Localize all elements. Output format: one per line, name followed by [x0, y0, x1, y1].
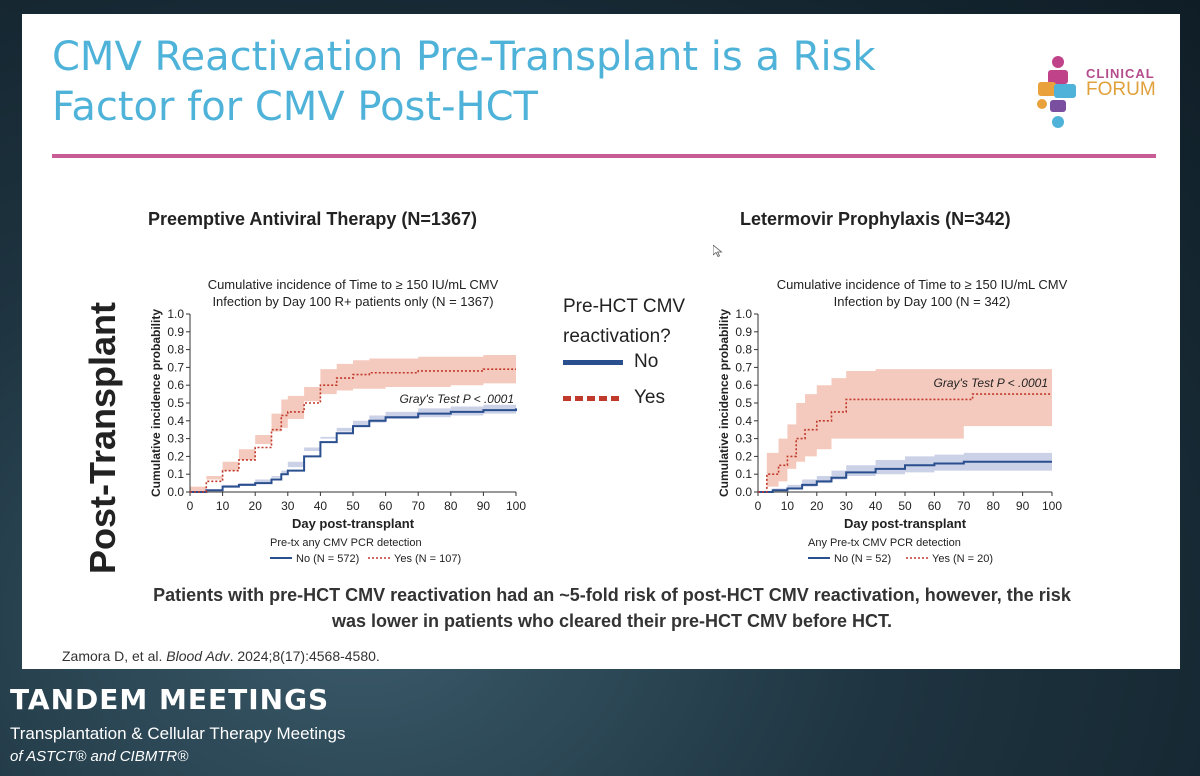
y-tick-label: 0.5 [167, 396, 184, 410]
clinical-forum-logo: CLINICAL FORUM [1030, 52, 1170, 132]
x-tick-label: 0 [755, 499, 762, 513]
x-tick-label: 10 [216, 499, 230, 513]
x-tick-label: 90 [477, 499, 491, 513]
x-tick-label: 40 [869, 499, 883, 513]
side-label-post-transplant: Post-Transplant [82, 301, 123, 574]
conclusion-line-2: was lower in patients who cleared their … [331, 611, 893, 631]
confidence-band-no [190, 403, 516, 492]
legend-title: Pre-HCT CMV reactivation? [563, 292, 713, 352]
y-tick-label: 0.4 [735, 414, 752, 428]
legend-yes-label: Yes [634, 387, 665, 408]
y-tick-label: 0.0 [735, 485, 752, 499]
x-tick-label: 30 [281, 499, 295, 513]
logo-text-forum: FORUM [1086, 79, 1156, 100]
y-tick-label: 0.0 [167, 485, 184, 499]
x-tick-label: 60 [928, 499, 942, 513]
y-tick-label: 0.3 [735, 432, 752, 446]
chart-legend-no-label: No (N = 52) [834, 553, 891, 565]
y-tick-label: 0.1 [735, 467, 752, 481]
x-tick-label: 80 [444, 499, 458, 513]
conclusion-line-1: Patients with pre-HCT CMV reactivation h… [153, 585, 1071, 605]
y-tick-label: 0.2 [735, 449, 752, 463]
grays-test-annotation: Gray's Test P < .0001 [400, 392, 514, 406]
y-tick-label: 0.2 [167, 449, 184, 463]
y-tick-label: 0.1 [167, 467, 184, 481]
legend-title-line-1: Pre-HCT CMV [563, 296, 686, 317]
x-tick-label: 20 [810, 499, 824, 513]
y-axis-label: Cumulative incidence probability [149, 309, 163, 497]
y-tick-label: 0.7 [735, 360, 752, 374]
right-chart-heading: Letermovir Prophylaxis (N=342) [740, 209, 1011, 229]
logo-icon [1037, 56, 1076, 128]
legend-no-label: No [634, 351, 659, 372]
y-tick-label: 0.8 [735, 343, 752, 357]
confidence-band-yes [758, 369, 1052, 492]
right-chart: Cumulative incidence of Time to ≥ 150 IU… [717, 277, 1068, 565]
citation-authors: Zamora D, et al. [62, 648, 167, 664]
x-tick-label: 70 [957, 499, 971, 513]
chart-legend-title: Pre-tx any CMV PCR detection [270, 537, 422, 549]
x-tick-label: 60 [379, 499, 393, 513]
x-tick-label: 80 [987, 499, 1001, 513]
left-chart-heading: Preemptive Antiviral Therapy (N=1367) [148, 209, 477, 229]
y-tick-label: 1.0 [735, 307, 752, 321]
x-tick-label: 20 [249, 499, 263, 513]
grays-test-annotation: Gray's Test P < .0001 [934, 376, 1048, 390]
logo-text-clinical: CLINICAL [1086, 66, 1155, 81]
mouse-cursor-icon [713, 245, 723, 257]
x-axis-label: Day post-transplant [292, 516, 415, 531]
y-tick-label: 0.9 [735, 325, 752, 339]
x-axis-label: Day post-transplant [844, 516, 967, 531]
chart-title-line-2: Infection by Day 100 (N = 342) [834, 294, 1011, 309]
y-tick-label: 0.6 [167, 378, 184, 392]
citation-journal: Blood Adv [166, 648, 230, 664]
legend-title-line-2: reactivation? [563, 326, 671, 347]
left-chart: Cumulative incidence of Time to ≥ 150 IU… [149, 277, 526, 565]
y-tick-label: 0.3 [167, 432, 184, 446]
title-line-2: Factor for CMV Post-HCT [52, 84, 538, 130]
x-tick-label: 100 [1042, 499, 1062, 513]
y-tick-label: 0.8 [167, 343, 184, 357]
y-tick-label: 0.7 [167, 360, 184, 374]
x-tick-label: 100 [506, 499, 526, 513]
x-tick-label: 50 [346, 499, 360, 513]
citation: Zamora D, et al. Blood Adv. 2024;8(17):4… [62, 648, 380, 664]
chart-legend-yes-label: Yes (N = 20) [932, 553, 993, 565]
footer-organizations: of ASTCT® and CIBMTR® [10, 748, 189, 765]
slide-title: CMV Reactivation Pre-Transplant is a Ris… [52, 32, 952, 132]
y-tick-label: 0.6 [735, 378, 752, 392]
series-line-no [758, 460, 1052, 493]
legend-yes-swatch [563, 396, 623, 401]
x-tick-label: 10 [781, 499, 795, 513]
footer-title: TANDEM MEETINGS [10, 683, 330, 716]
title-divider [52, 154, 1156, 158]
x-tick-label: 50 [898, 499, 912, 513]
y-tick-label: 1.0 [167, 307, 184, 321]
y-axis-label: Cumulative incidence probability [717, 309, 731, 497]
chart-legend-no-label: No (N = 572) [296, 553, 359, 565]
x-tick-label: 0 [187, 499, 194, 513]
x-tick-label: 70 [412, 499, 426, 513]
chart-title-line-1: Cumulative incidence of Time to ≥ 150 IU… [777, 277, 1068, 292]
legend-no-swatch [563, 360, 623, 365]
chart-legend-title: Any Pre-tx CMV PCR detection [808, 537, 961, 549]
y-tick-label: 0.5 [735, 396, 752, 410]
conclusion-text: Patients with pre-HCT CMV reactivation h… [102, 582, 1122, 634]
y-tick-label: 0.9 [167, 325, 184, 339]
x-tick-label: 90 [1016, 499, 1030, 513]
slide: CMV Reactivation Pre-Transplant is a Ris… [22, 14, 1180, 669]
chart-legend-yes-label: Yes (N = 107) [394, 553, 461, 565]
x-tick-label: 40 [314, 499, 328, 513]
series-line-yes [758, 393, 1052, 493]
chart-title-line-1: Cumulative incidence of Time to ≥ 150 IU… [208, 277, 499, 292]
footer-subtitle: Transplantation & Cellular Therapy Meeti… [10, 724, 346, 743]
citation-details: . 2024;8(17):4568-4580. [229, 648, 380, 664]
series-line-yes [190, 368, 516, 493]
chart-title-line-2: Infection by Day 100 R+ patients only (N… [212, 294, 493, 309]
x-tick-label: 30 [840, 499, 854, 513]
y-tick-label: 0.4 [167, 414, 184, 428]
title-line-1: CMV Reactivation Pre-Transplant is a Ris… [52, 34, 876, 80]
series-line-no [190, 408, 517, 493]
